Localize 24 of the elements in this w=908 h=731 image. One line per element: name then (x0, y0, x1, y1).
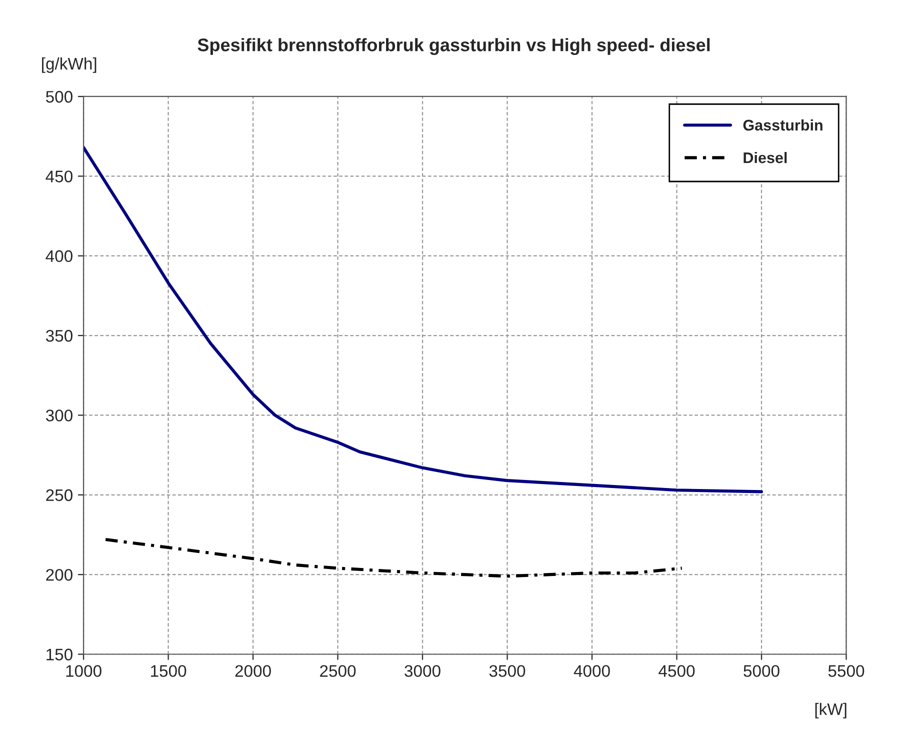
legend-label: Diesel (744, 152, 787, 164)
y-tick-label: 500 (46, 90, 72, 103)
y-tick-label: 450 (46, 170, 72, 182)
x-tick-label: 3000 (404, 665, 440, 677)
legend-label: Gassturbin (743, 119, 822, 131)
y-tick-label: 250 (46, 489, 72, 502)
y-axis-title: [g/kWh] (42, 57, 96, 73)
x-axis-title: [kW] (815, 702, 846, 718)
y-tick-label: 350 (46, 330, 72, 342)
x-tick-label: 2500 (320, 665, 356, 677)
y-tick-label: 300 (46, 410, 72, 422)
x-tick-label: 4500 (658, 665, 695, 677)
y-tick-label: 400 (46, 250, 72, 262)
x-tick-label: 2000 (235, 665, 271, 677)
line-series (104, 538, 684, 578)
y-tick-label: 150 (46, 648, 72, 660)
x-tick-label: 3500 (489, 665, 526, 677)
chart-title: Spesifikt brennstofforbruk gassturbin vs High speed- diesel (198, 38, 710, 55)
y-tick-label: 200 (46, 568, 72, 581)
x-tick-label: 1500 (151, 665, 186, 677)
x-tick-label: 4000 (574, 665, 610, 677)
x-tick-label: 5500 (828, 665, 864, 677)
x-tick-label: 5000 (744, 665, 780, 677)
x-tick-label: 1000 (66, 665, 102, 677)
